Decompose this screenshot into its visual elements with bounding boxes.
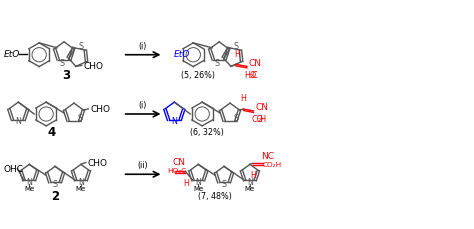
Text: N: N [172,117,177,126]
Text: S: S [221,179,227,188]
Text: EtO: EtO [3,50,20,59]
Text: CN: CN [173,157,185,166]
Text: N: N [15,117,21,126]
Text: N: N [78,177,84,186]
Text: S: S [78,42,83,51]
Text: S: S [59,59,64,68]
Text: 3: 3 [62,69,70,82]
Text: CHO: CHO [91,105,110,114]
Text: EtO: EtO [173,50,190,59]
Text: H: H [234,50,240,59]
Text: (7, 48%): (7, 48%) [198,192,232,201]
Text: S: S [77,114,82,123]
Text: 2: 2 [51,190,59,203]
Text: H: H [183,178,189,187]
Text: OHC: OHC [3,164,23,173]
Text: HO: HO [244,71,256,79]
Text: Me: Me [24,185,34,191]
Text: NC: NC [261,151,274,160]
Text: (i): (i) [139,101,147,110]
Text: S: S [53,179,58,188]
Text: ₂H: ₂H [257,115,266,124]
Text: N: N [195,177,201,186]
Text: Me: Me [245,185,255,191]
Text: ₂C: ₂C [250,71,259,79]
Text: H: H [250,171,256,180]
Text: CO₂H: CO₂H [263,162,282,168]
Text: Me: Me [193,185,203,191]
Text: Me: Me [76,185,86,191]
Text: (5, 26%): (5, 26%) [181,71,215,80]
Text: S: S [233,42,238,51]
Text: (ii): (ii) [138,161,148,170]
Text: CHO: CHO [84,62,104,71]
Text: HO₂C: HO₂C [167,168,187,174]
Text: (6, 32%): (6, 32%) [190,128,224,137]
Text: CO: CO [251,115,264,124]
Text: (i): (i) [139,42,147,51]
Text: H: H [240,94,246,103]
Text: CN: CN [249,59,262,68]
Text: 4: 4 [47,126,55,139]
Text: N: N [26,177,32,186]
Text: S: S [233,114,238,123]
Text: CHO: CHO [88,158,108,167]
Text: S: S [215,59,219,68]
Text: N: N [247,177,253,186]
Text: CN: CN [255,103,268,112]
